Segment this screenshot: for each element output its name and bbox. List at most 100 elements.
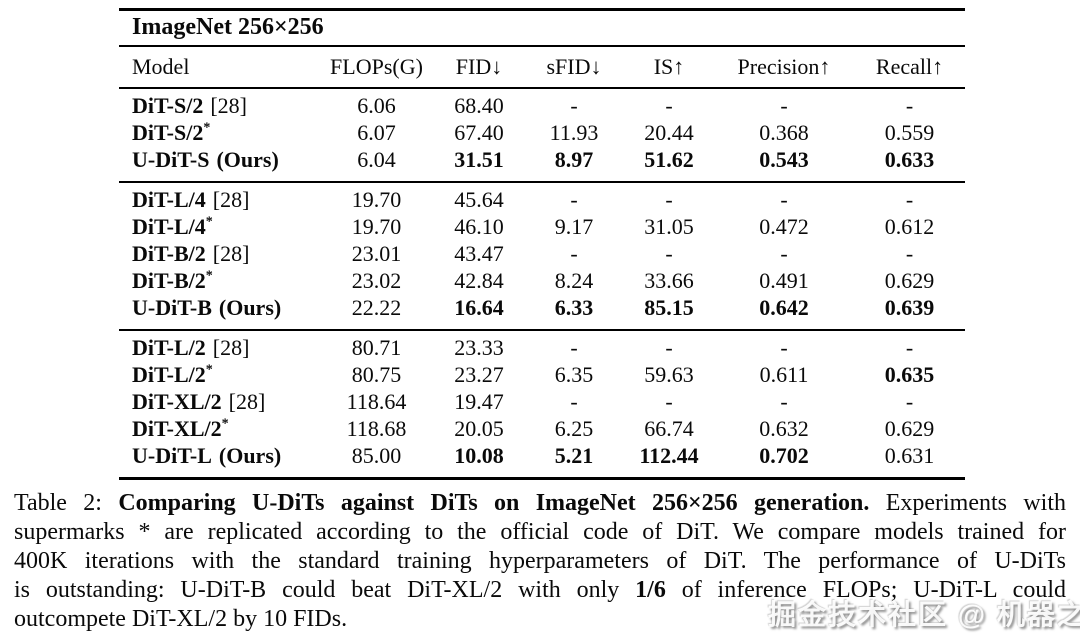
model-suffix: (Ours) [216,147,279,172]
cell-value: 0.629 [884,416,935,441]
model-name: DiT-L/2 [132,335,206,360]
cell-value: 46.10 [454,214,504,239]
model-suffix: * [205,214,213,230]
cell-model: U-DiT-L (Ours) [119,443,319,469]
cell-value: 43.47 [454,241,504,266]
cell-value: - [905,93,914,118]
cell-value: 0.559 [884,120,935,145]
cell-value: 45.64 [454,187,504,212]
cell-value: 6.35 [554,362,594,387]
cell-value: 80.71 [351,335,402,360]
caption-line: Table 2: Comparing U-DiTs against DiTs o… [14,489,1066,518]
cell-model: DiT-XL/2 [28] [119,389,319,415]
model-name: DiT-XL/2 [132,416,222,441]
caption-text: Comparing U-DiTs against DiTs on ImageNe… [118,490,870,516]
cell-model: DiT-S/2* [119,120,319,146]
table-row: DiT-L/4* 19.70 46.10 9.17 31.05 0.472 0.612 [119,214,965,241]
cell-value: - [905,335,914,360]
divider [119,8,965,11]
cell-value: - [780,335,788,360]
cell-value: 80.75 [351,362,402,387]
cell-value: 0.543 [759,147,809,172]
cell-value: - [665,93,673,118]
table-row: DiT-L/2 [28] 80.71 23.33 - - - - [119,335,965,362]
model-name: DiT-B/2 [132,241,206,266]
cell-value: 8.97 [554,147,594,172]
column-header-sfid: sFID↓ [546,53,602,79]
caption-text: 1/6 [635,577,666,603]
model-suffix: (Ours) [218,443,282,468]
cell-model: DiT-S/2 [28] [119,93,319,119]
divider [119,44,965,47]
cell-value: 23.33 [454,335,504,360]
cell-value: 23.27 [454,362,504,387]
cell-value: - [570,241,578,266]
table-title: ImageNet 256×256 [132,14,324,40]
cell-value: 0.611 [759,362,809,387]
divider [119,86,965,89]
table-group: DiT-L/4 [28] 19.70 45.64- - - - DiT-L/4* 19.70 46… [119,180,965,329]
model-name: DiT-L/4 [132,214,206,239]
cell-value: 6.04 [357,147,396,172]
model-suffix: * [221,416,229,432]
cell-value: 0.633 [884,147,935,172]
table-row: U-DiT-L (Ours) 85.00 10.08 5.21 112.44 0.702 0.… [119,443,965,470]
cell-value: 67.40 [454,120,504,145]
column-header-flops: FLOPs(G) [330,53,423,79]
cell-value: 20.05 [454,416,504,441]
cell-model: DiT-B/2 [28] [119,241,319,267]
caption-text: 400K iterations with the standard traini… [14,548,1066,574]
model-suffix: [28] [212,187,250,212]
cell-value: 0.635 [884,362,935,387]
caption-line: is outstanding: U-DiT-B could beat DiT-X… [14,576,1066,605]
cell-value: 6.07 [357,120,396,145]
cell-model: DiT-L/2 [28] [119,335,319,361]
caption-line: outcompete DiT-XL/2 by 10 FIDs. [14,605,1066,634]
cell-model: DiT-B/2* [119,268,319,294]
column-header-is: IS↑ [653,53,685,79]
table-row: DiT-B/2 [28] 23.01 43.47 - - - - [119,241,965,268]
model-suffix: [28] [212,335,250,360]
cell-model: DiT-L/2* [119,362,319,388]
model-name: U-DiT-B [132,295,212,320]
table-row: DiT-S/2 [28] 6.06 68.40 - - - - [119,93,965,120]
table-body: DiT-S/2 [28] 6.06 68.40- - - - DiT-S/2* 6.07 67.4… [119,89,965,477]
model-suffix: [28] [210,93,247,118]
cell-value: 19.70 [351,187,402,212]
cell-value: 8.24 [554,268,594,293]
cell-value: - [905,241,914,266]
cell-value: - [665,187,673,212]
model-name: DiT-L/4 [132,187,206,212]
cell-value: 6.06 [357,93,396,118]
table-row: U-DiT-S (Ours) 6.04 31.51 8.97 51.62 0.543 0.63… [119,147,965,174]
cell-value: - [780,93,788,118]
cell-value: - [570,93,578,118]
cell-value: - [665,335,673,360]
cell-value: - [570,335,578,360]
model-suffix: (Ours) [218,295,282,320]
cell-value: 19.70 [351,214,402,239]
cell-value: 31.51 [454,147,504,172]
cell-value: 51.62 [644,147,694,172]
caption-text: outcompete DiT-XL/2 by 10 FIDs. [14,606,348,632]
cell-value: - [780,187,788,212]
cell-value: 85.00 [351,443,402,468]
cell-value: 31.05 [644,214,694,239]
cell-value: 118.64 [346,389,407,414]
column-header-model: Model [132,53,190,79]
table-row: DiT-XL/2 [28] 118.64 19.47 - - - - [119,389,965,416]
cell-model: U-DiT-S (Ours) [119,147,319,173]
model-suffix: * [205,268,213,284]
table-header-row: Model FLOPs(G) FID↓ sFID↓ IS↑ Precision↑… [119,47,965,87]
cell-value: 85.15 [644,295,694,320]
model-suffix: * [203,120,211,136]
table-row: U-DiT-B (Ours) 22.22 16.64 6.33 85.15 0.642 0.6… [119,295,965,322]
model-name: DiT-S/2 [132,120,204,145]
model-name: U-DiT-L [132,443,212,468]
table-group: DiT-S/2 [28] 6.06 68.40- - - - DiT-S/2* 6.07 67.4… [119,89,965,181]
cell-value: - [780,389,788,414]
table-group: DiT-L/2 [28] 80.71 23.33- - - - DiT-L/2* 80.75 23… [119,328,965,477]
model-suffix: [28] [228,389,266,414]
caption-text: of inference FLOPs; U-DiT-L could [665,577,1066,603]
cell-value: 42.84 [454,268,504,293]
